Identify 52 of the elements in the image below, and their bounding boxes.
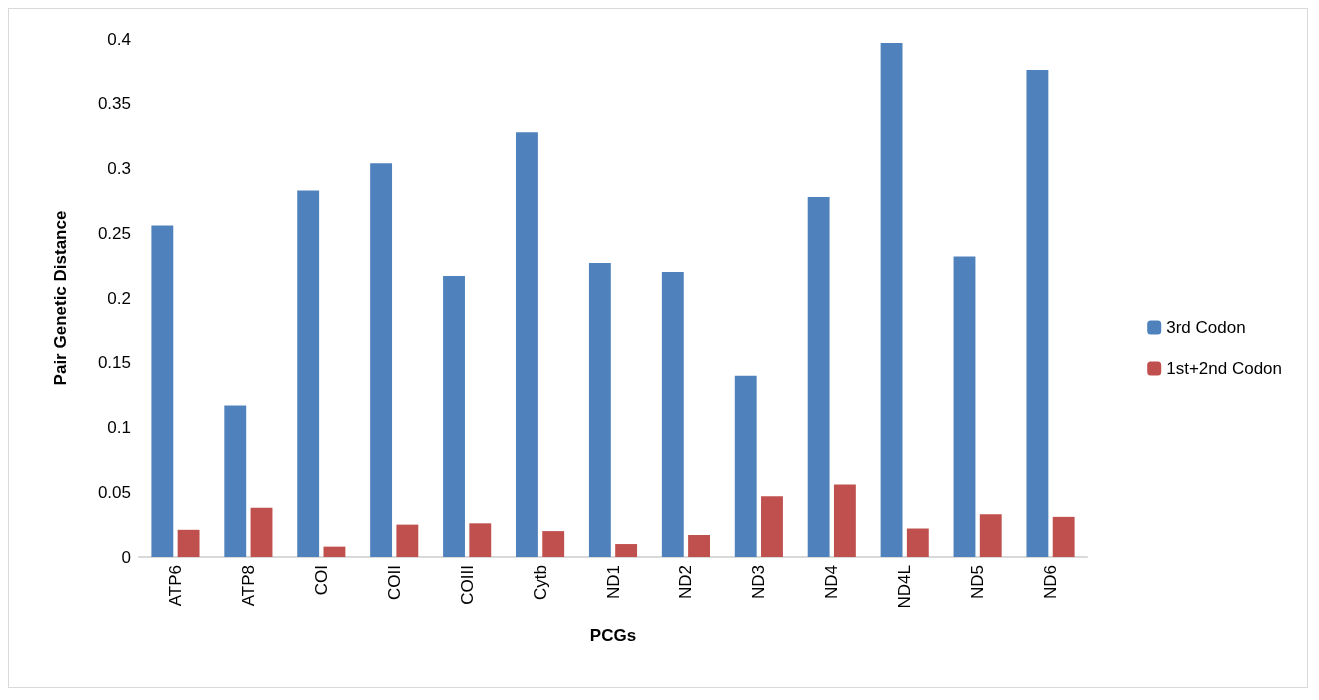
x-tick-label: ND3 — [749, 565, 769, 600]
bar — [297, 190, 320, 557]
x-tick-label: ND5 — [968, 565, 988, 600]
x-tick-label: ND6 — [1041, 565, 1061, 600]
bar — [1052, 516, 1075, 557]
y-tick-label: 0.15 — [97, 353, 131, 373]
x-tick-label: ND2 — [676, 565, 696, 600]
y-axis-title: Pair Genetic Distance — [51, 210, 70, 386]
bar — [443, 275, 465, 557]
x-tick-label: ND4L — [895, 565, 915, 609]
bar — [469, 523, 492, 557]
x-tick-label: ATP8 — [238, 565, 258, 607]
bar — [688, 534, 710, 557]
x-tick-label: COIII — [457, 565, 477, 605]
bar — [734, 375, 757, 557]
bar — [833, 484, 856, 557]
y-tick-label: 0.3 — [107, 159, 131, 178]
x-axis-title: PCGs — [589, 626, 637, 645]
y-tick-label: 0.25 — [97, 223, 131, 243]
bar — [953, 256, 976, 557]
bar — [224, 405, 247, 557]
bar — [906, 528, 929, 557]
bar — [370, 163, 393, 557]
bar — [588, 263, 611, 557]
bar — [979, 514, 1002, 557]
x-tick-label: ATP6 — [165, 565, 185, 607]
legend-label: 1st+2nd Codon — [1166, 359, 1283, 378]
x-tick-label: ND4 — [822, 565, 842, 600]
x-tick-label: Cytb — [530, 565, 550, 600]
bar — [250, 507, 273, 557]
bar — [1026, 70, 1049, 557]
y-tick-label: 0.2 — [107, 288, 131, 308]
bar — [323, 546, 346, 557]
bar — [761, 496, 783, 557]
y-tick-label: 0.05 — [97, 482, 131, 502]
bar — [880, 42, 903, 557]
bar — [807, 196, 830, 557]
bar — [615, 544, 638, 557]
bar — [542, 531, 565, 557]
x-tick-label: COI — [311, 565, 331, 596]
x-tick-label: COII — [384, 565, 404, 600]
y-tick-label: 0.4 — [107, 29, 131, 49]
legend-label: 3rd Codon — [1166, 318, 1246, 337]
bar — [177, 529, 200, 557]
bar — [516, 132, 538, 557]
y-tick-label: 0.35 — [97, 94, 131, 114]
x-tick-label: ND1 — [603, 565, 623, 600]
y-tick-label: 0 — [121, 547, 131, 567]
bar — [396, 524, 419, 557]
bar — [661, 272, 684, 557]
bar — [151, 225, 174, 557]
y-tick-label: 0.1 — [107, 418, 131, 437]
